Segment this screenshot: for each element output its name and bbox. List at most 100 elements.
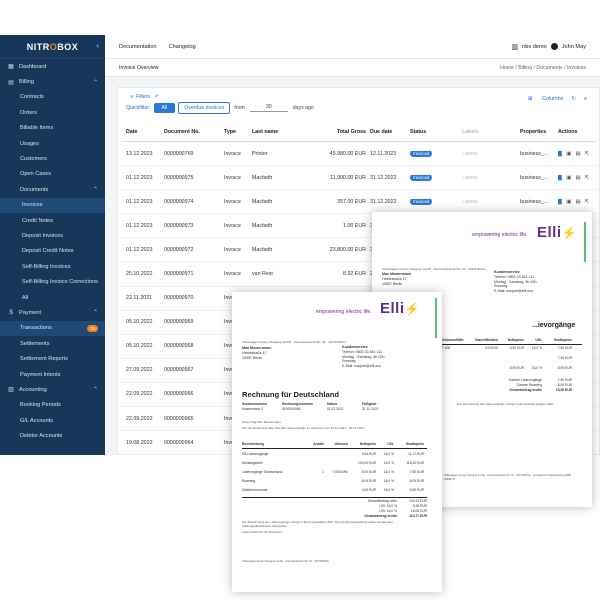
sidebar-item-debitor-accounts[interactable]: Debitor Accounts <box>0 428 105 443</box>
thanks: Vielen Dank für Ihr Vertrauen. <box>242 530 283 534</box>
table-cell: 0000000968 <box>164 343 194 350</box>
totals-row: Gesamtbetrag brutto 15,50 EUR <box>482 388 572 392</box>
sidebar-item-documents[interactable]: Documents ⌃ <box>0 182 105 197</box>
sidebar-item-label: Deposit Invoices <box>22 232 64 239</box>
nitrobox-logo[interactable]: NITROBOX <box>26 41 79 52</box>
sidebar-item-invoices[interactable]: Invoices <box>0 197 105 213</box>
status-badge: Invoiced <box>410 198 433 205</box>
copy-icon[interactable]: ▣ <box>566 198 572 205</box>
cell: 8,16 EUR <box>412 504 427 508</box>
column-header[interactable]: Status <box>410 128 427 135</box>
days-input[interactable]: 30 <box>249 104 288 112</box>
sidebar-item-payment-intents[interactable]: Payment Intents <box>0 367 105 382</box>
quickfilter-all-button[interactable]: All <box>153 103 176 113</box>
cell: 8,00 EUR <box>409 479 424 483</box>
chevron-up-icon[interactable]: ⌃ <box>92 310 98 317</box>
sidebar-item-deposit-credit-notes[interactable]: Deposit Credit Notes <box>0 244 105 259</box>
table-row[interactable]: 01.12.2023 0000000974 Invoice Macbeth 357.00… <box>122 190 597 215</box>
sidebar-item-transactions[interactable]: Transactions 16 <box>0 320 105 337</box>
column-header[interactable]: Type <box>224 128 236 135</box>
cell <box>324 479 348 483</box>
quickfilter-label: Quickfilter: <box>126 105 151 111</box>
filters-toggle[interactable]: ≡ Filters ↶ <box>130 94 159 100</box>
table-row[interactable]: 13.12.2023 0000000769 Invoice Printer 45,980… <box>122 142 597 167</box>
document-icon[interactable]: ▉ <box>558 198 563 205</box>
elli-logo: Elli⚡ <box>537 224 577 241</box>
quickfilter-overdue-button[interactable]: Overdue invoices <box>178 102 231 114</box>
sidebar-item-open-cases[interactable]: Open Cases <box>0 167 105 182</box>
table-cell: 05.10.2022 <box>126 343 153 350</box>
sidebar-item-usages[interactable]: Usages <box>0 136 105 151</box>
sidebar-item-billing[interactable]: ▤ Billing ⌃ <box>0 74 105 89</box>
table-row[interactable]: 01.12.2023 0000000975 Invoice Macbeth 11,900… <box>122 166 597 191</box>
document-icon[interactable]: ▉ <box>558 174 563 181</box>
reset-filter-icon[interactable]: ↶ <box>154 94 159 100</box>
column-header[interactable]: Properties <box>520 128 547 135</box>
sidebar-item-label: Deposit Credit Notes <box>22 248 74 255</box>
cell: Volumen/kWh <box>442 338 464 342</box>
menu-icon[interactable]: ≡ <box>583 96 587 102</box>
cell: Dauer/Minuten <box>475 338 498 342</box>
document-icon[interactable]: ▉ <box>558 150 563 157</box>
table-cell: 0000000967 <box>164 367 194 374</box>
chevron-up-icon[interactable]: ⌃ <box>92 79 98 86</box>
documentation-link[interactable]: Documentation <box>119 43 157 50</box>
table-cell: Labels <box>462 150 478 157</box>
front-note: Die Abrechnung der Ladevorgänge erfolgt … <box>242 520 393 529</box>
greeting: Guten Tag Max Mustermann, <box>242 420 282 424</box>
refresh-icon[interactable]: ↻ <box>571 96 576 102</box>
breadcrumb[interactable]: Home / Billing / Documents / Invoices <box>500 64 586 71</box>
changelog-link[interactable]: Changelog <box>168 43 196 50</box>
from-label: from <box>234 105 245 111</box>
chevron-up-icon[interactable]: ⌃ <box>92 387 98 394</box>
tenant-selector[interactable]: nbx demo <box>522 43 547 50</box>
column-header[interactable]: Date <box>126 128 138 135</box>
table-cell: Invoice <box>224 271 241 278</box>
column-header[interactable]: Total Gross <box>336 128 366 135</box>
table-cell: 0000000966 <box>164 391 194 398</box>
columns-button[interactable]: ⊞ Columns <box>528 96 564 102</box>
sidebar-item-settlements[interactable]: Settlements <box>0 336 105 351</box>
sidebar-item-accounting[interactable]: ▥ Accounting ⌃ <box>0 382 105 397</box>
sidebar-item-orders[interactable]: Orders <box>0 105 105 120</box>
sidebar-item-settlement-reports[interactable]: Settlement Reports <box>0 351 105 366</box>
print-icon[interactable]: ▤ <box>575 198 581 205</box>
chevron-up-icon[interactable]: ⌃ <box>92 187 98 194</box>
user-avatar-icon[interactable] <box>550 43 558 50</box>
user-menu[interactable]: John May <box>561 43 586 50</box>
open-external-icon[interactable]: ⇱ <box>584 174 590 181</box>
sidebar-item-deposit-invoices[interactable]: Deposit Invoices <box>0 228 105 243</box>
sidebar-item-label: Payment Intents <box>20 371 61 378</box>
columns-icon: ⊞ <box>528 96 533 102</box>
column-header[interactable]: Last name <box>252 128 279 135</box>
open-external-icon[interactable]: ⇱ <box>584 150 590 157</box>
column-header[interactable]: Document No. <box>164 128 200 135</box>
column-header[interactable]: Due date <box>370 128 393 135</box>
sidebar-item-self-billing-invoices[interactable]: Self-Billing Invoices <box>0 259 105 274</box>
column-header[interactable]: Actions <box>558 128 578 135</box>
cell: Elli Ladevorgänge <box>242 452 269 456</box>
print-icon[interactable]: ▤ <box>575 174 581 181</box>
sidebar-item-all[interactable]: All <box>0 290 105 305</box>
sidebar-item-dashboard[interactable]: ▦ Dashboard <box>0 59 105 74</box>
sidebar-item-booking-periods[interactable]: Booking Periods <box>0 398 105 413</box>
copy-icon[interactable]: ▣ <box>566 150 572 157</box>
sidebar-item-billable-items[interactable]: Billable Items <box>0 121 105 136</box>
cell: 16,0 % <box>531 366 542 370</box>
sidebar-item-g-l-accounts[interactable]: G/L Accounts <box>0 413 105 428</box>
sidebar-item-self-billing-invoice-corrections[interactable]: Self-Billing Invoice Corrections <box>0 274 105 289</box>
status-badge: Invoiced <box>410 174 433 181</box>
column-header[interactable]: Labels <box>462 128 479 135</box>
copy-icon[interactable]: ▣ <box>566 174 572 181</box>
dollar-icon: $ <box>9 309 13 316</box>
cell <box>472 366 498 370</box>
sidebar-item-credit-notes[interactable]: Credit Notes <box>0 213 105 228</box>
cell: Gesamtbetrag brutto <box>364 514 397 518</box>
table-cell: 22.11.2021 <box>126 295 153 302</box>
open-external-icon[interactable]: ⇱ <box>584 198 590 205</box>
sidebar-item-payment[interactable]: $ Payment ⌃ <box>0 305 105 320</box>
sidebar-item-contracts[interactable]: Contracts <box>0 90 105 105</box>
collapse-sidebar-icon[interactable]: ‹ <box>96 41 99 50</box>
sidebar-item-customers[interactable]: Customers <box>0 151 105 166</box>
print-icon[interactable]: ▤ <box>575 150 581 157</box>
